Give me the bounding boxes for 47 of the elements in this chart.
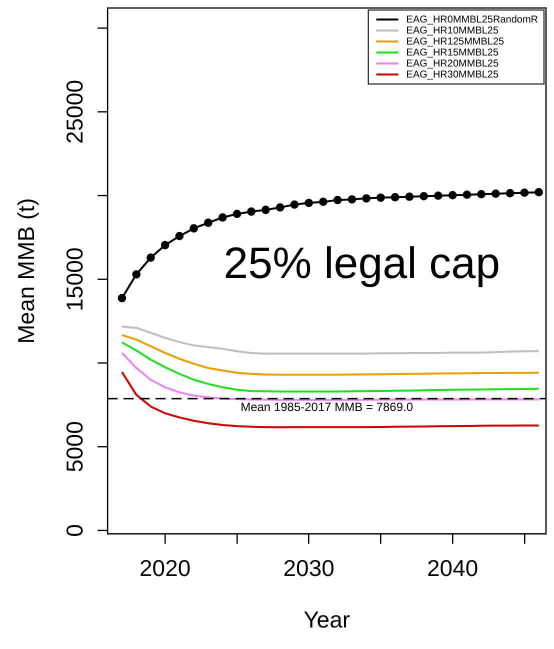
legend-label: EAG_HR30MMBL25 — [406, 69, 499, 80]
point — [247, 207, 256, 216]
ref-line-label: Mean 1985-2017 MMB = 7869.0 — [240, 400, 414, 414]
point — [506, 189, 514, 198]
point — [290, 200, 299, 209]
y-tick-label: 15000 — [61, 247, 88, 312]
point — [477, 190, 486, 198]
point — [448, 191, 457, 200]
x-tick-label: 2020 — [140, 554, 191, 581]
point — [118, 294, 126, 302]
point — [491, 190, 500, 198]
point — [319, 198, 328, 206]
legend-label: EAG_HR20MMBL25 — [406, 58, 499, 70]
y-tick-label: 5000 — [61, 421, 88, 472]
point — [376, 193, 385, 202]
point — [160, 240, 170, 250]
point — [362, 194, 371, 203]
point — [520, 188, 529, 197]
point — [190, 224, 198, 233]
x-tick-label: 2030 — [283, 554, 334, 581]
y-tick-label: 0 — [61, 524, 88, 537]
point — [534, 188, 544, 196]
legend-label: EAG_HR15MMBL25 — [406, 47, 499, 58]
point — [146, 253, 155, 262]
point — [434, 192, 442, 200]
point — [462, 190, 472, 199]
point — [333, 196, 342, 204]
x-axis-title: Year — [304, 606, 350, 633]
x-tick-label: 2040 — [426, 554, 478, 581]
point — [232, 210, 242, 218]
point — [276, 203, 284, 212]
y-tick-label: 25000 — [61, 80, 88, 144]
point — [405, 192, 414, 201]
point — [348, 195, 356, 204]
y-axis-title: Mean MMB (t) — [13, 198, 40, 344]
point — [218, 213, 227, 222]
point — [132, 270, 141, 279]
point — [390, 193, 400, 202]
annotation: 25% legal cap — [224, 238, 500, 288]
point — [304, 198, 314, 208]
point — [420, 192, 428, 200]
point — [204, 218, 212, 227]
legend-label: EAG_HR0MMBL25RandomR — [406, 14, 538, 26]
legend-label: EAG_HR10MMBL25 — [406, 25, 499, 36]
point — [175, 232, 184, 240]
legend-label: EAG_HR125MMBL25 — [406, 36, 505, 48]
point — [262, 206, 270, 214]
